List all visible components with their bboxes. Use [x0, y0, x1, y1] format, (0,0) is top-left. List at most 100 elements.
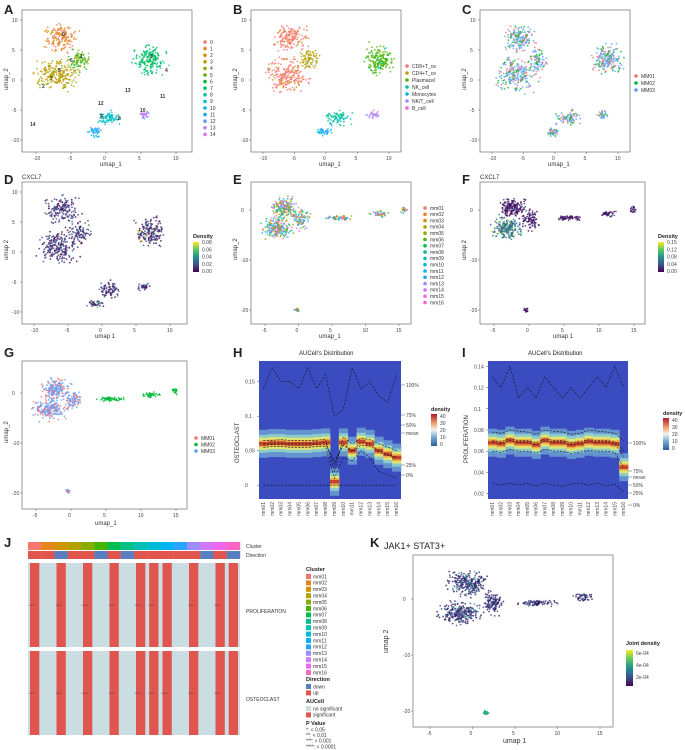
- umap-cell-point: [633, 209, 636, 211]
- umap-cell-point: [304, 57, 307, 60]
- umap-cell-point: [58, 39, 60, 42]
- umap-cell-point: [293, 69, 296, 72]
- umap-cell-point: [108, 116, 111, 119]
- umap-cell-point: [600, 114, 603, 117]
- umap-cell-point: [332, 217, 335, 219]
- umap-cell-point: [604, 110, 607, 113]
- umap-cell-point: [288, 80, 291, 83]
- umap-cell-point: [55, 249, 57, 252]
- umap-cell-point: [63, 248, 65, 250]
- umap-cell-point: [515, 71, 518, 74]
- umap-cell-point: [55, 392, 58, 395]
- umap-cell-point: [297, 223, 299, 226]
- umap-cell-point: [560, 116, 563, 119]
- umap-cell-point: [372, 112, 374, 115]
- umap-cell-point: [36, 60, 39, 63]
- umap-cell-point: [112, 284, 114, 287]
- umap-cell-point: [147, 239, 150, 242]
- umap-cell-point: [516, 213, 519, 215]
- umap-cell-point: [51, 70, 54, 73]
- panel-c-xlabel: umap_1: [548, 162, 570, 168]
- umap-cell-point: [304, 54, 306, 57]
- umap-cell-point: [300, 49, 303, 51]
- umap-cell-point: [278, 75, 280, 78]
- umap-cell-point: [287, 38, 290, 41]
- umap-cell-point: [325, 217, 327, 220]
- umap-cell-point: [506, 198, 508, 201]
- legend-label: 10: [210, 106, 216, 112]
- umap-cell-point: [521, 65, 523, 68]
- umap-cell-point: [500, 228, 502, 230]
- umap-cell-point: [90, 299, 93, 302]
- umap-cell-point: [70, 383, 73, 386]
- umap-cell-point: [70, 40, 73, 43]
- umap-cell-point: [72, 227, 74, 230]
- umap-cell-point: [311, 58, 314, 61]
- umap-cell-point: [531, 50, 534, 53]
- umap-cell-point: [152, 233, 155, 235]
- umap-cell-point: [279, 83, 281, 86]
- umap-cell-point: [315, 52, 318, 55]
- umap-cell-point: [76, 65, 78, 68]
- umap-cell-point: [505, 227, 508, 230]
- umap-cell-point: [45, 40, 47, 42]
- umap-cell-point: [52, 381, 55, 383]
- umap-cell-point: [57, 214, 59, 217]
- umap-cell-point: [145, 226, 148, 228]
- umap-cell-point: [522, 214, 525, 217]
- umap-cell-point: [504, 63, 507, 66]
- umap-cell-point: [341, 114, 344, 117]
- umap-cell-point: [145, 54, 147, 57]
- umap-cell-point: [273, 83, 276, 86]
- umap-cell-point: [529, 55, 532, 58]
- umap-cell-point: [299, 219, 302, 222]
- umap-cell-point: [60, 236, 62, 239]
- umap-cell-point: [290, 81, 292, 83]
- umap-cell-point: [38, 83, 41, 86]
- umap-cell-point: [304, 37, 307, 40]
- legend-label: 0: [210, 40, 213, 46]
- umap-cell-point: [55, 73, 58, 76]
- umap-cell-point: [386, 63, 389, 66]
- umap-cell-point: [297, 206, 300, 209]
- umap-cell-point: [340, 215, 343, 218]
- umap-cell-point: [260, 222, 262, 225]
- umap-cell-point: [501, 203, 504, 206]
- umap-cell-point: [374, 214, 377, 217]
- umap-cell-point: [505, 208, 507, 210]
- umap-cell-point: [286, 48, 288, 51]
- umap-cell-point: [526, 215, 528, 218]
- umap-cell-point: [288, 31, 290, 33]
- legend-swatch: [423, 294, 427, 298]
- umap-cell-point: [61, 201, 64, 203]
- legend-label: 7: [210, 86, 213, 92]
- umap-cell-point: [499, 202, 502, 204]
- umap-cell-point: [279, 201, 282, 204]
- umap-cell-point: [281, 233, 284, 236]
- umap-cell-point: [43, 241, 46, 244]
- umap-cell-point: [590, 54, 593, 57]
- umap-cell-point: [111, 114, 114, 116]
- umap-cell-point: [50, 394, 53, 396]
- umap-cell-point: [107, 281, 110, 284]
- umap-cell-point: [74, 30, 76, 33]
- umap-cell-point: [606, 60, 608, 63]
- panel-c-clouds: [495, 25, 625, 138]
- umap-cell-point: [73, 66, 76, 69]
- umap-cell-point: [266, 226, 269, 228]
- umap-cell-point: [66, 391, 68, 393]
- umap-cell-point: [314, 64, 317, 67]
- umap-cell-point: [562, 216, 564, 219]
- umap-cell-point: [141, 54, 144, 57]
- umap-cell-point: [520, 71, 523, 74]
- umap-cell-point: [312, 65, 315, 67]
- umap-cell-point: [267, 67, 269, 70]
- umap-cell-point: [157, 54, 160, 57]
- umap-cell-point: [284, 75, 286, 78]
- umap-cell-point: [269, 219, 272, 222]
- umap-cell-point: [507, 36, 510, 38]
- colorbar-tick: 0.15: [667, 240, 677, 246]
- umap-cell-point: [52, 37, 54, 40]
- umap-cell-point: [108, 112, 111, 115]
